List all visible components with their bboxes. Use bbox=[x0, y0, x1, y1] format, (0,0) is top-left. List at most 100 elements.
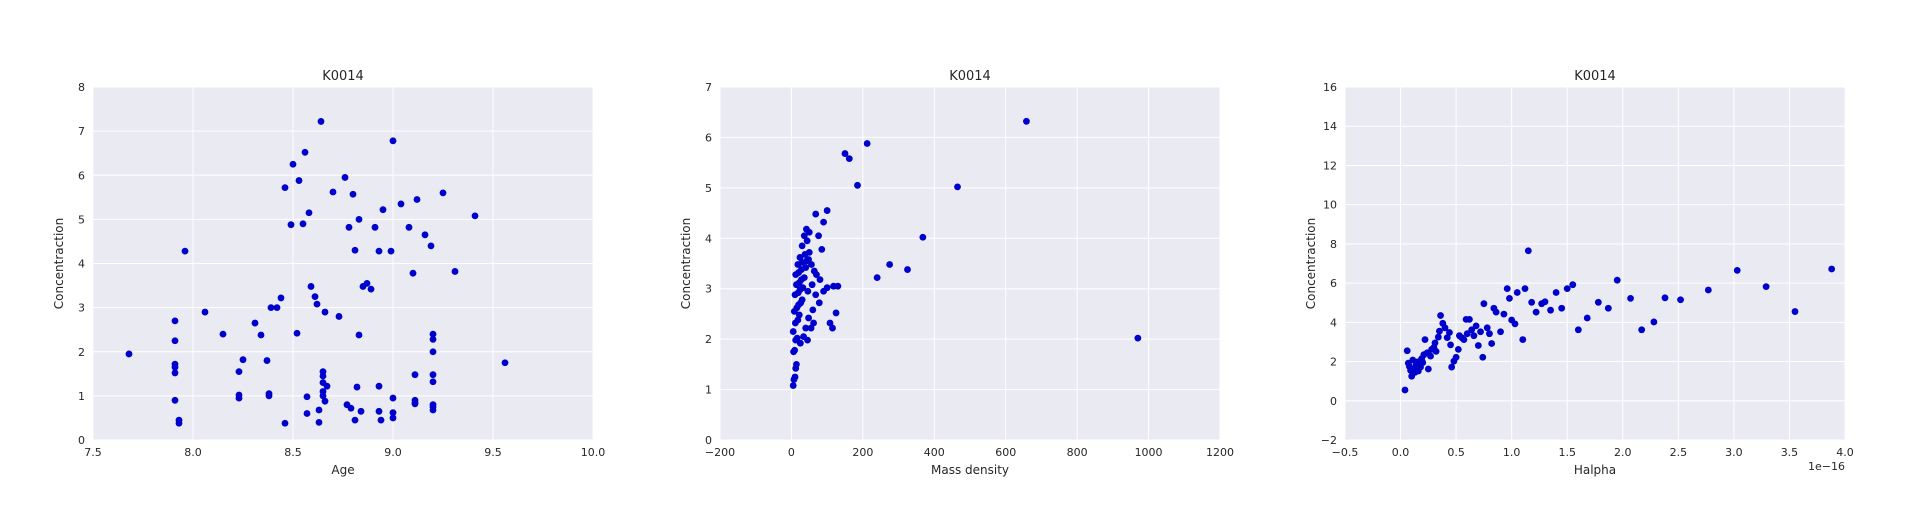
x-tick-label: 7.5 bbox=[84, 446, 102, 459]
data-point bbox=[820, 218, 827, 226]
y-tick-label: 2 bbox=[705, 333, 712, 346]
data-point bbox=[427, 242, 435, 250]
data-point bbox=[1627, 295, 1634, 302]
data-point bbox=[1513, 289, 1521, 296]
data-point bbox=[439, 189, 447, 197]
data-point bbox=[1023, 117, 1030, 125]
data-point bbox=[347, 404, 355, 412]
data-point bbox=[798, 296, 806, 304]
data-point bbox=[321, 308, 329, 316]
data-point bbox=[293, 329, 301, 337]
data-point bbox=[251, 319, 259, 327]
data-point bbox=[791, 373, 799, 381]
data-point bbox=[319, 392, 327, 400]
y-tick-label: 5 bbox=[78, 213, 85, 226]
data-point bbox=[1446, 329, 1453, 336]
data-point bbox=[807, 324, 815, 332]
data-point bbox=[323, 382, 331, 390]
data-point bbox=[411, 400, 419, 408]
data-point bbox=[341, 174, 349, 181]
data-point bbox=[1547, 306, 1554, 314]
data-point bbox=[1528, 298, 1536, 306]
data-point bbox=[317, 118, 325, 125]
data-point bbox=[345, 223, 353, 231]
data-point bbox=[1441, 324, 1449, 332]
x-tick-label: 10.0 bbox=[581, 446, 606, 459]
data-point bbox=[800, 232, 808, 240]
data-point bbox=[804, 336, 811, 344]
y-tick-label: 12 bbox=[1323, 159, 1337, 172]
data-point bbox=[789, 382, 797, 389]
y-tick-label: 6 bbox=[78, 169, 85, 182]
data-point bbox=[263, 357, 271, 364]
data-point bbox=[307, 283, 315, 290]
data-point bbox=[1791, 308, 1799, 315]
y-tick-label: 2 bbox=[1330, 356, 1337, 369]
y-tick-label: 3 bbox=[705, 283, 712, 296]
data-point bbox=[451, 268, 459, 275]
y-tick-label: 2 bbox=[78, 346, 85, 359]
data-point bbox=[805, 314, 812, 322]
data-point bbox=[802, 324, 810, 332]
data-point bbox=[845, 155, 853, 163]
data-point bbox=[800, 274, 808, 282]
data-point bbox=[1463, 330, 1471, 338]
data-point bbox=[1483, 324, 1491, 332]
data-point bbox=[803, 225, 810, 233]
data-point bbox=[1503, 285, 1511, 293]
data-point bbox=[812, 210, 820, 218]
data-point bbox=[235, 394, 243, 402]
data-point bbox=[201, 308, 209, 316]
data-point bbox=[125, 350, 133, 358]
data-point bbox=[405, 223, 413, 231]
data-point bbox=[863, 140, 871, 147]
data-point bbox=[813, 271, 820, 278]
y-tick-label: 14 bbox=[1323, 120, 1337, 133]
data-point bbox=[1403, 347, 1411, 355]
x-tick-label: 9.5 bbox=[484, 446, 502, 459]
data-point bbox=[315, 418, 323, 426]
data-point bbox=[305, 209, 313, 217]
data-point bbox=[1532, 308, 1540, 316]
data-point bbox=[303, 393, 311, 401]
data-point bbox=[267, 304, 275, 312]
data-point bbox=[823, 207, 831, 214]
data-point bbox=[1486, 330, 1493, 338]
data-point bbox=[1421, 336, 1429, 343]
y-tick-label: 5 bbox=[705, 182, 712, 195]
data-point bbox=[829, 324, 836, 332]
data-point bbox=[281, 184, 289, 192]
x-tick-label: 0 bbox=[788, 446, 795, 459]
data-point bbox=[409, 269, 417, 277]
data-point bbox=[1419, 359, 1427, 366]
y-tick-label: 4 bbox=[705, 232, 712, 245]
data-point bbox=[1569, 281, 1577, 289]
data-point bbox=[841, 150, 849, 157]
data-point bbox=[1432, 347, 1440, 355]
x-tick-label: 3.0 bbox=[1725, 446, 1743, 459]
data-point bbox=[1828, 265, 1836, 273]
data-point bbox=[805, 249, 813, 256]
data-point bbox=[810, 319, 817, 327]
data-point bbox=[1401, 386, 1409, 394]
data-point bbox=[355, 215, 363, 223]
x-axis-label: Mass density bbox=[931, 463, 1009, 477]
y-tick-label: 8 bbox=[1330, 238, 1337, 251]
data-point bbox=[1470, 332, 1478, 340]
data-point bbox=[349, 190, 357, 198]
y-tick-label: 3 bbox=[78, 302, 85, 315]
data-point bbox=[377, 416, 385, 424]
data-point bbox=[854, 181, 861, 189]
data-point bbox=[1506, 295, 1513, 302]
y-tick-label: 1 bbox=[705, 384, 712, 397]
scatter-panel-age: 7.5 8.0 8.5 9.0 9.5 10.0 0 1 2 3 4 5 6 7 8 K0014 Age Conc… bbox=[52, 69, 605, 477]
data-point bbox=[1452, 353, 1460, 361]
data-point bbox=[798, 242, 806, 250]
x-tick-label: 400 bbox=[924, 446, 945, 459]
data-point bbox=[171, 337, 179, 345]
data-point bbox=[1474, 342, 1482, 349]
data-point bbox=[181, 247, 189, 255]
data-point bbox=[802, 264, 810, 271]
data-point bbox=[954, 183, 961, 191]
x-tick-label: 8.0 bbox=[184, 446, 202, 459]
